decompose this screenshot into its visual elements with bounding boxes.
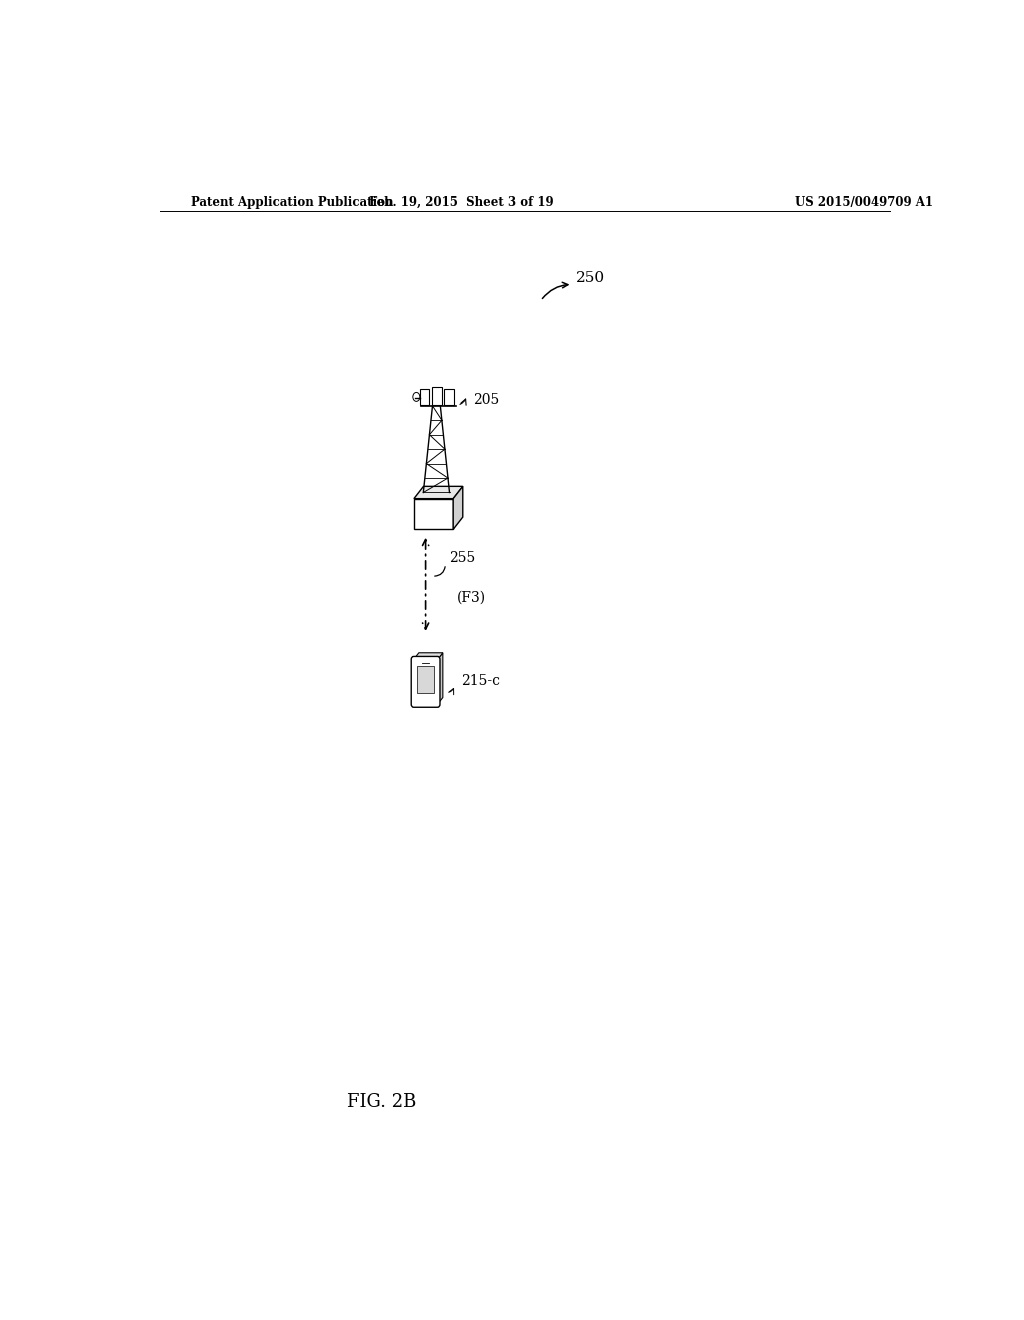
Polygon shape (420, 389, 429, 405)
Text: 205: 205 (473, 393, 500, 408)
Polygon shape (414, 486, 463, 499)
Text: Feb. 19, 2015  Sheet 3 of 19: Feb. 19, 2015 Sheet 3 of 19 (369, 195, 554, 209)
Polygon shape (454, 486, 463, 529)
Polygon shape (437, 653, 442, 704)
Polygon shape (444, 389, 454, 405)
Text: US 2015/0049709 A1: US 2015/0049709 A1 (795, 195, 933, 209)
Text: 255: 255 (450, 550, 476, 565)
Text: (F3): (F3) (458, 590, 486, 605)
Polygon shape (414, 653, 442, 660)
Bar (417, 667, 434, 693)
FancyBboxPatch shape (412, 656, 440, 708)
Text: 215-c: 215-c (461, 673, 501, 688)
Text: FIG. 2B: FIG. 2B (347, 1093, 417, 1110)
Text: Patent Application Publication: Patent Application Publication (191, 195, 394, 209)
Text: 250: 250 (577, 272, 605, 285)
Polygon shape (414, 499, 454, 529)
Polygon shape (432, 387, 441, 405)
